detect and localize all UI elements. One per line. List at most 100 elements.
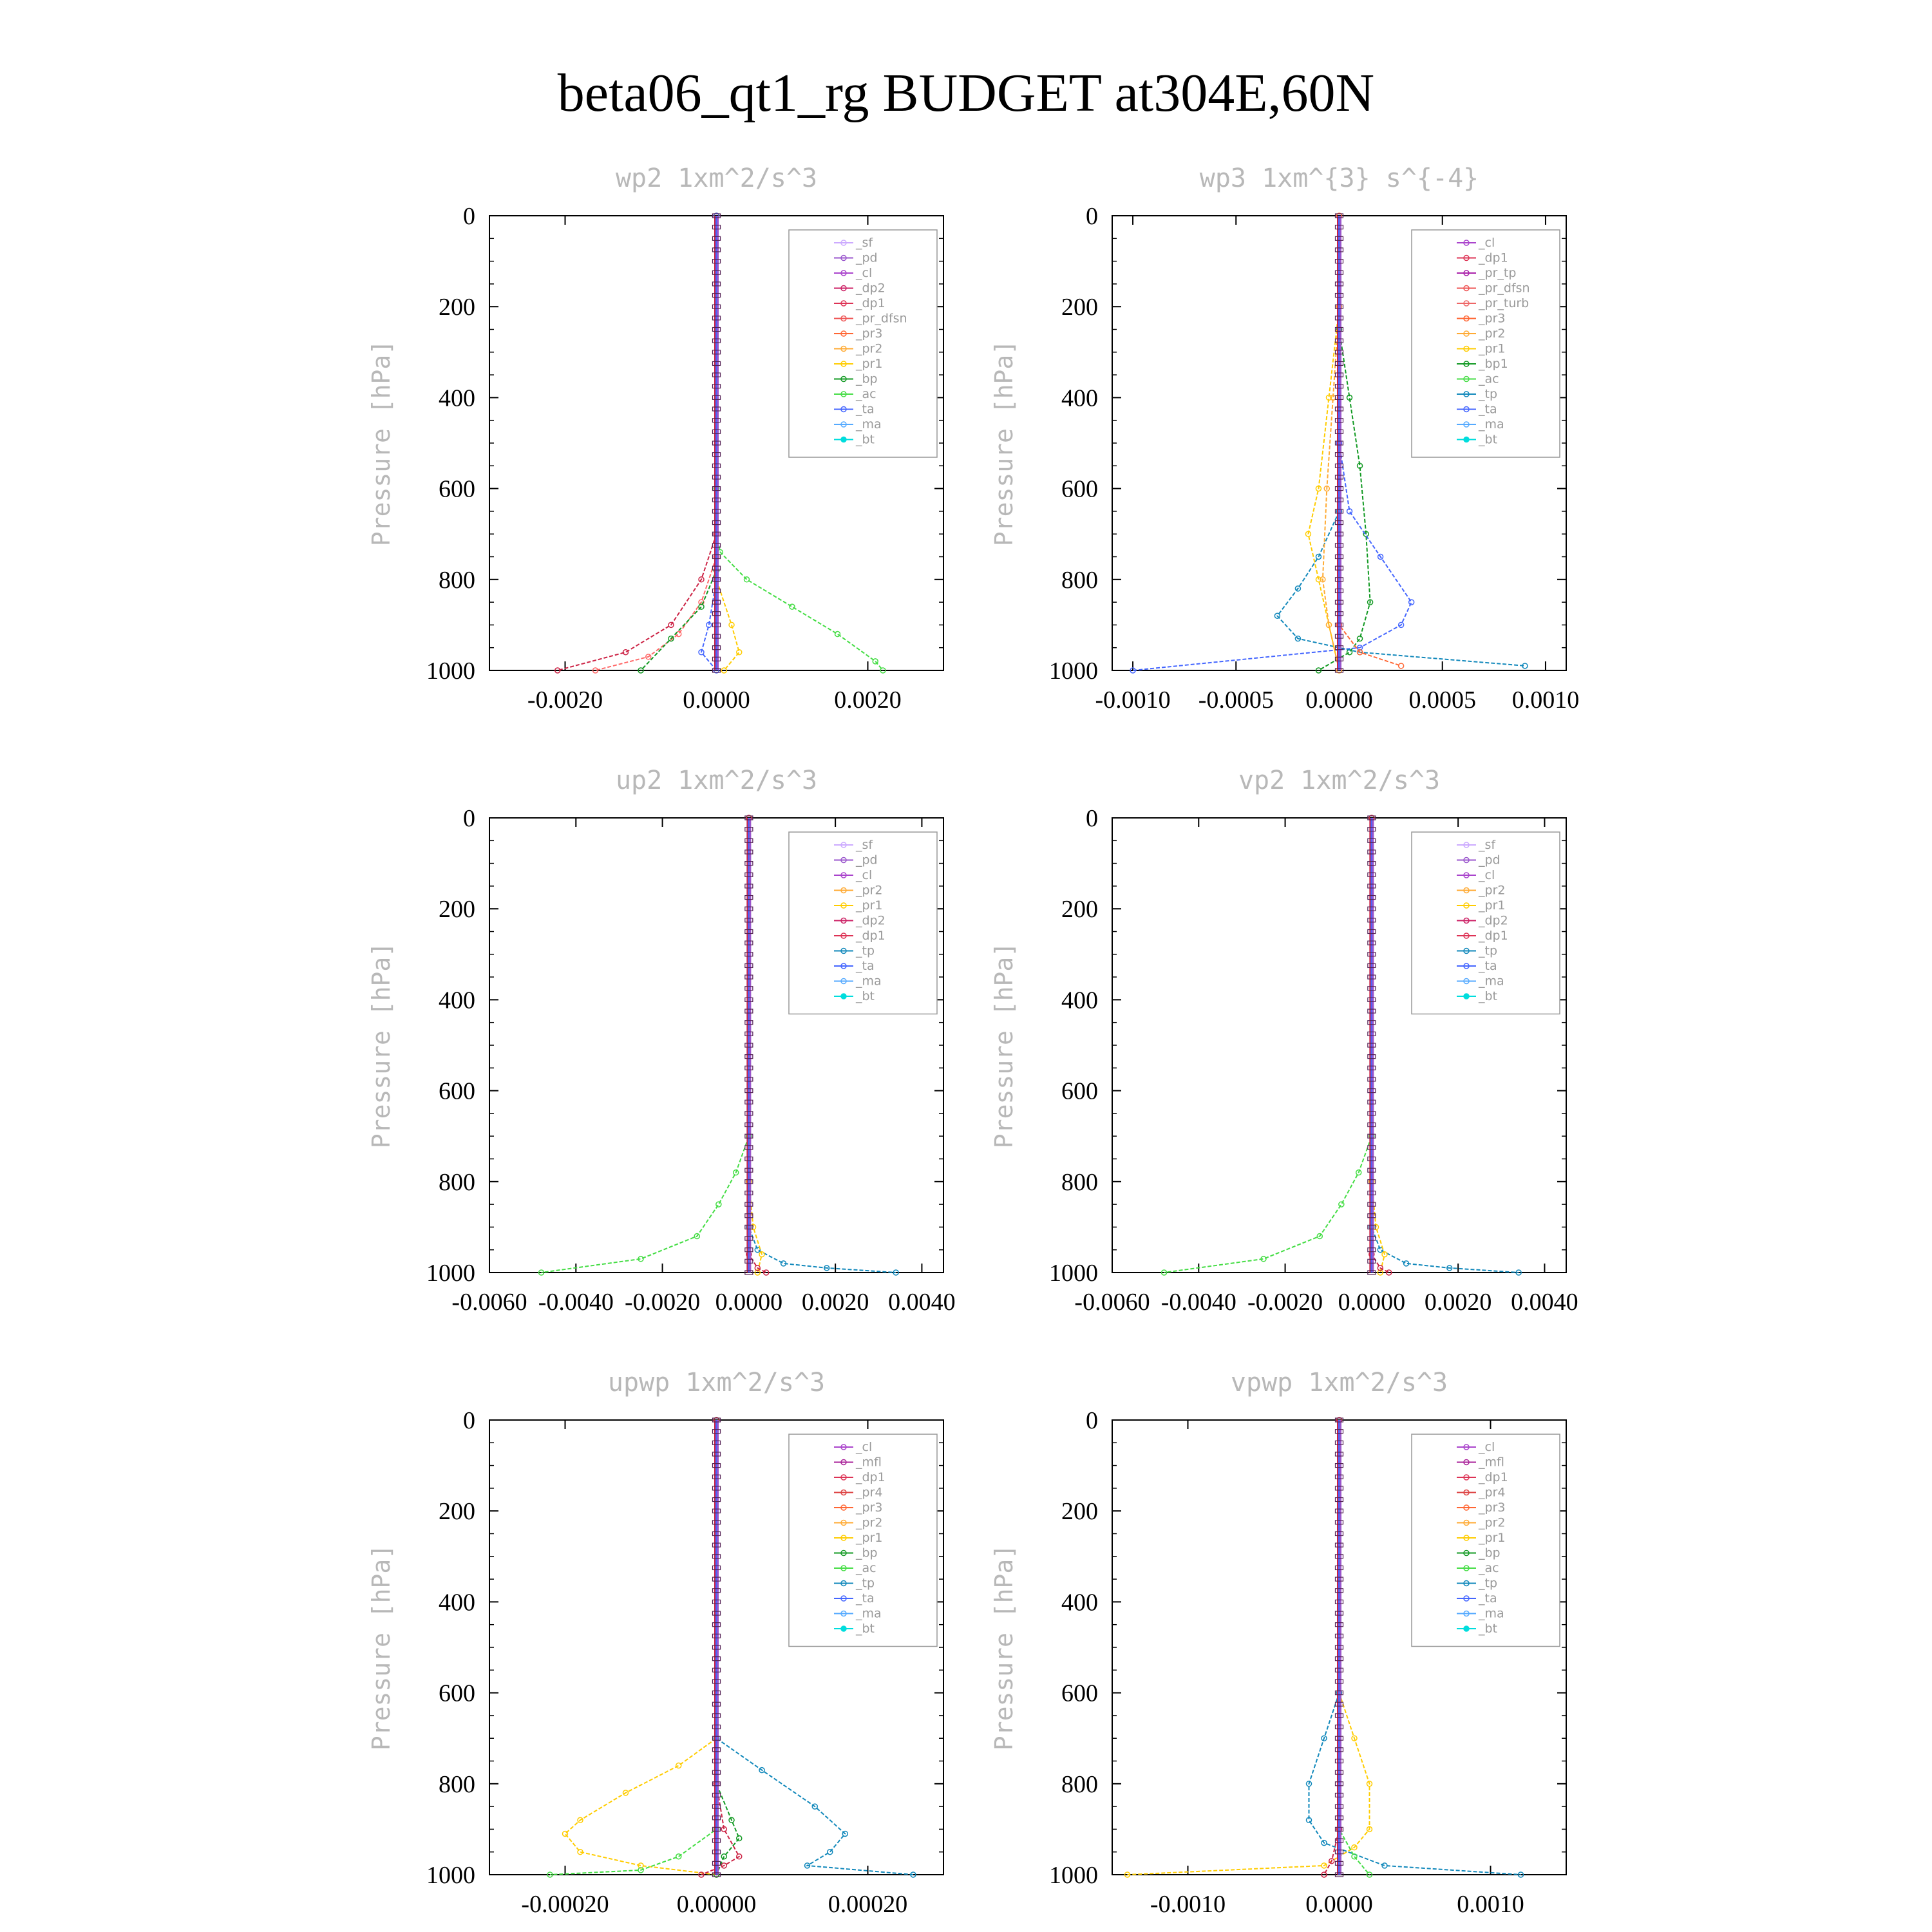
series-marker-ac <box>547 1871 553 1878</box>
zero-line-marker <box>712 440 721 446</box>
legend-label: _pr3 <box>1478 1501 1505 1515</box>
x-tick-label: -0.0060 <box>1074 1289 1150 1316</box>
y-tick-label: 600 <box>1061 1078 1098 1105</box>
legend-label: _ac <box>1478 372 1499 386</box>
legend-swatch-marker <box>1463 421 1470 428</box>
legend-label: _pr1 <box>855 898 882 913</box>
legend-box <box>1411 831 1560 1015</box>
legend-label: _pr1 <box>1478 342 1505 356</box>
legend-swatch-marker <box>840 361 847 367</box>
zero-line-marker <box>1367 1190 1376 1196</box>
legend-label: _ma <box>1478 1607 1504 1621</box>
series-line-bp <box>715 1420 740 1875</box>
zero-line-marker <box>1334 1838 1344 1843</box>
zero-line-marker <box>712 327 721 332</box>
series-marker-sf <box>1377 1265 1384 1271</box>
series-marker-dp1 <box>1338 1201 1345 1208</box>
zero-line-marker <box>712 225 721 230</box>
zero-line-marker <box>1367 1224 1376 1230</box>
x-tick-label: 0.0000 <box>683 687 750 714</box>
legend-swatch-marker <box>1463 963 1470 969</box>
zero-line-marker <box>1334 486 1344 491</box>
zero-line-marker <box>712 372 721 377</box>
legend-swatch-marker <box>1463 1459 1470 1466</box>
zero-line-marker <box>712 384 721 389</box>
zero-line-marker <box>712 1486 721 1491</box>
zero-line-marker <box>744 872 753 877</box>
x-tick-label: 0.0010 <box>1457 1891 1524 1918</box>
legend-label: _pd <box>855 853 878 867</box>
legend-swatch-marker <box>840 375 847 383</box>
panel-title: upwp 1xm^2/s^3 <box>608 1368 825 1397</box>
zero-line-marker <box>1334 1872 1344 1877</box>
panel-title: up2 1xm^2/s^3 <box>616 766 817 795</box>
series-marker-dp1 <box>1321 1871 1327 1878</box>
legend-label: _bp <box>1478 1546 1501 1560</box>
y-tick-label: 1000 <box>1049 1862 1098 1889</box>
zero-line-marker <box>744 1088 753 1094</box>
series-marker-bp <box>638 667 644 674</box>
y-axis-label: Pressure [hPa] <box>367 942 395 1148</box>
zero-line-marker <box>744 1258 753 1264</box>
zero-line-marker <box>1367 1065 1376 1070</box>
zero-line-marker <box>744 963 753 969</box>
legend-swatch-marker <box>840 917 847 924</box>
zero-line-marker <box>744 1168 753 1173</box>
legend-label: _bt <box>855 433 875 447</box>
series-marker-ta <box>706 621 712 629</box>
zero-line-marker <box>1367 952 1376 957</box>
legend-label: _pd <box>1478 853 1501 867</box>
legend-label: _ac <box>1478 1561 1499 1575</box>
series-marker-tp <box>1381 1862 1388 1869</box>
legend-swatch-marker <box>1463 270 1470 276</box>
zero-line-marker <box>1334 304 1344 309</box>
legend-label: _ma <box>855 1607 882 1621</box>
series-marker-ac <box>834 630 841 638</box>
zero-line-marker <box>1367 1043 1376 1048</box>
series-line-ac <box>715 216 884 671</box>
y-tick-label: 200 <box>439 896 475 923</box>
zero-line-marker <box>744 827 753 832</box>
x-tick-label: -0.0010 <box>1150 1891 1226 1918</box>
zero-line-marker <box>712 1611 721 1616</box>
legend-label: _pr_dfsn <box>1478 281 1530 296</box>
zero-line-marker <box>712 1781 721 1786</box>
zero-line-marker <box>1334 384 1344 389</box>
legend-swatch-marker <box>840 391 847 397</box>
series-marker-dp1 <box>698 1871 705 1878</box>
legend-label: _pr2 <box>855 342 882 356</box>
zero-line-marker <box>1334 1736 1344 1741</box>
zero-line-marker <box>712 259 721 264</box>
series-marker-pr1 <box>638 1862 644 1869</box>
zero-line-marker <box>1334 1758 1344 1764</box>
zero-line-marker <box>744 895 753 900</box>
legend-label: _pr1 <box>855 357 882 371</box>
zero-line-marker <box>1334 1565 1344 1571</box>
y-axis-label: Pressure [hPa] <box>990 1544 1018 1750</box>
zero-line-marker <box>1334 1508 1344 1513</box>
legend-label: _pr_turb <box>1478 296 1529 310</box>
zero-line-marker <box>1367 940 1376 945</box>
series-marker-bp1 <box>1356 635 1363 642</box>
y-tick-label: 1000 <box>1049 658 1098 685</box>
zero-line-marker <box>1334 327 1344 332</box>
legend-swatch-marker <box>840 978 847 985</box>
zero-line-marker <box>1367 929 1376 934</box>
zero-line-marker <box>1334 622 1344 628</box>
series-marker-ac <box>676 1853 682 1860</box>
zero-line-marker <box>712 418 721 423</box>
zero-line-marker <box>744 1020 753 1025</box>
zero-line-marker <box>712 622 721 628</box>
series-marker-tp <box>1315 553 1322 560</box>
zero-line-marker <box>1334 429 1344 434</box>
zero-line-marker <box>712 1622 721 1627</box>
legend-label: _pr_dfsn <box>855 312 907 326</box>
series-marker-ta <box>1408 599 1415 605</box>
y-tick-label: 200 <box>1061 1498 1098 1525</box>
zero-line-marker <box>744 974 753 980</box>
legend-label: _bt <box>855 1622 875 1636</box>
zero-line-marker <box>712 236 721 241</box>
chart-panel-upwp: upwp 1xm^2/s^3 0 200 400 600 800 1000 -0.00020 0… <box>367 1368 944 1918</box>
zero-line-marker <box>1334 520 1344 526</box>
